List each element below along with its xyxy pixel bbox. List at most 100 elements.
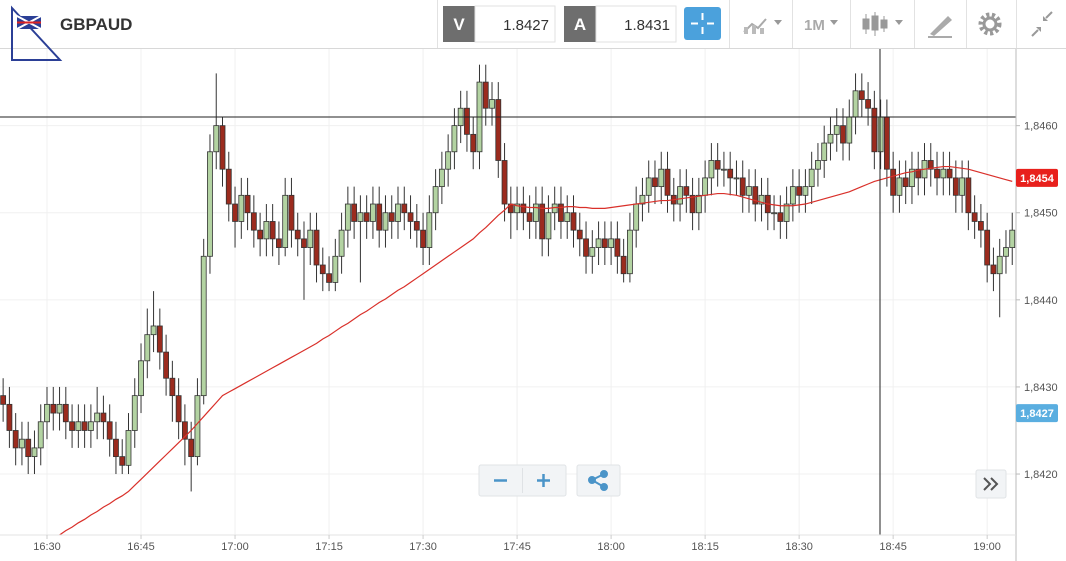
candle-body [877,116,884,153]
candle-body [520,203,527,214]
candle-body [984,229,991,266]
candle-body [113,438,119,458]
candle-body [595,238,602,248]
candle-body [12,430,19,449]
grid [0,49,1016,535]
candle-body [207,151,213,257]
candle-body [645,177,652,196]
candle-body [150,325,157,336]
ask-box[interactable] [595,5,677,43]
candle-body [81,421,88,431]
zoom-in[interactable] [537,474,550,487]
candle-body [263,221,270,240]
candle-body [815,160,821,170]
candle-body [771,212,777,215]
bid-box[interactable] [474,5,556,43]
candle-body [733,177,740,180]
timeframe: 1M [804,17,825,34]
settings-button[interactable] [978,12,1002,36]
candle-body [833,125,840,135]
candle-body [934,168,940,179]
candle-body [871,107,878,153]
candle-body [708,160,715,179]
candle-body [689,194,696,214]
candle-body [996,255,1003,275]
chart-type-button[interactable] [743,18,782,34]
candle-body [363,212,370,222]
candle-body [902,177,909,188]
collapse-button[interactable] [1031,11,1053,37]
candle-body [156,325,163,353]
candle-body [865,99,871,109]
candle-body [37,421,44,449]
candle-body [388,212,395,222]
candle-body [777,212,784,222]
candle-body [257,229,264,240]
candle-body [501,160,508,205]
bid-badge[interactable] [443,6,475,42]
candle-body [683,186,690,196]
candle-body [464,107,470,135]
candle-body [294,229,301,240]
candle-body [652,177,658,188]
candle-body [144,334,151,362]
candle-body [714,160,721,170]
candle-body [238,194,245,222]
axes: 1,8420 1,8430 1,8440 1,8450 1,8460 16:30 16:45… [33,121,1058,553]
price-label-box [1016,404,1058,423]
candle-body [633,203,640,231]
candle-body [1009,229,1016,248]
candle-body [827,133,834,144]
candle-body [758,194,765,205]
candle-body [250,212,257,231]
candle-body [677,186,683,205]
candle-body [119,456,126,466]
candle-body [495,99,502,161]
moving-average-line [58,165,1013,535]
candle-body [576,229,583,240]
timeframe-button[interactable]: 1M [804,17,838,34]
candle-body [526,212,533,222]
candle-body [821,142,828,161]
ask-label: A [574,15,586,34]
candle-body [219,125,226,170]
candle-body [438,168,445,188]
x-tick-label: 16:30 [33,541,61,553]
candle-body [890,168,897,196]
candle-body [789,186,796,205]
candle-body [338,229,345,257]
candle-body [56,403,63,414]
y-tick-label: 1,8450 [1024,208,1058,220]
candle-body [852,90,859,118]
candle-body [232,203,238,222]
candle-body [627,229,633,275]
y-tick-label: 1,8460 [1024,121,1058,133]
draw-tool-button[interactable] [928,16,952,38]
candle-body [601,238,608,248]
candle-body [50,403,57,414]
crosshair-button[interactable] [684,7,721,40]
scroll-end-icon [983,477,999,491]
candle-body [1003,247,1009,257]
candle-body [269,221,276,240]
candle-body [163,351,169,379]
candle-type-button[interactable] [862,12,903,36]
candle-body [445,151,452,170]
candle-body [426,212,433,248]
x-tick-label: 18:30 [785,541,813,553]
price-label-box [1016,168,1058,187]
ask-badge[interactable] [564,6,596,42]
candle-body [664,168,671,196]
candle-body [752,186,759,205]
share-button[interactable] [576,464,621,497]
candle-body [0,395,7,405]
candle-body [69,421,75,431]
candle-body [927,160,934,170]
candle-body [125,430,132,466]
candle-body [614,238,621,257]
candle-body [351,203,358,222]
candle-body [100,412,107,423]
candle-body [840,125,846,144]
candle-body [658,168,665,188]
